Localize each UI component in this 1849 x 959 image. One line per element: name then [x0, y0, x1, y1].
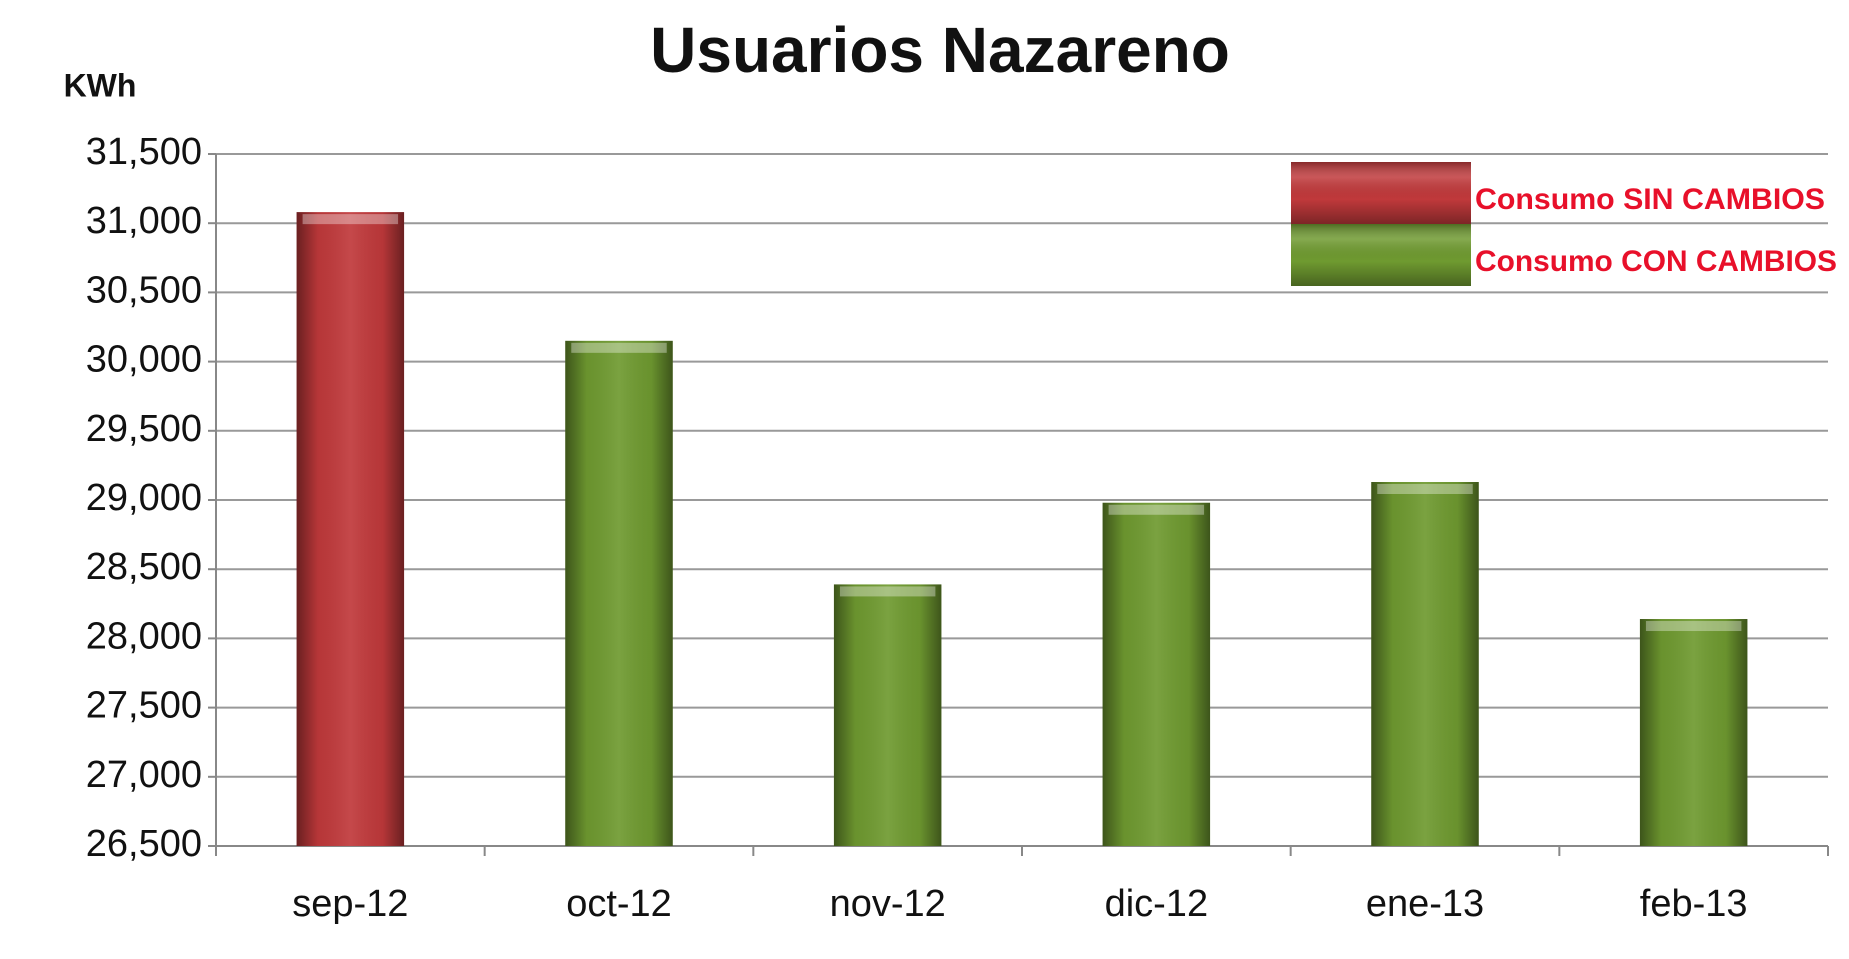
legend-swatch-shade: [1291, 162, 1471, 224]
y-tick-label: 29,500: [86, 408, 202, 450]
bar-cap: [1108, 504, 1205, 515]
y-tick-label: 31,000: [86, 200, 202, 242]
bar-shade: [1102, 502, 1211, 846]
bar-shade: [1371, 482, 1479, 846]
x-tick-label: sep-12: [292, 883, 408, 925]
bar-cap: [1645, 621, 1742, 632]
y-tick-label: 30,500: [86, 269, 202, 311]
bar-shade: [296, 212, 405, 847]
y-tick-label: 28,000: [86, 615, 202, 657]
bar-cap: [302, 214, 399, 225]
y-tick-label: 29,000: [86, 477, 202, 519]
y-tick-label: 31,500: [86, 131, 202, 173]
bar-cap: [571, 342, 667, 353]
chart-title: Usuarios Nazareno: [650, 14, 1230, 86]
y-tick-label: 27,000: [86, 754, 202, 796]
y-tick-label: 30,000: [86, 339, 202, 381]
x-tick-label: dic-12: [1105, 883, 1209, 925]
bar-shade: [1639, 619, 1748, 846]
legend-label: Consumo SIN CAMBIOS: [1475, 183, 1825, 216]
x-tick-label: oct-12: [566, 883, 672, 925]
x-tick-label: nov-12: [830, 883, 946, 925]
legend-label: Consumo CON CAMBIOS: [1475, 245, 1837, 278]
legend-swatch-shade: [1291, 224, 1471, 286]
bar-shade: [833, 584, 942, 846]
x-tick-label: feb-13: [1640, 883, 1748, 925]
y-tick-label: 27,500: [86, 685, 202, 727]
y-tick-label: 28,500: [86, 546, 202, 588]
y-tick-label: 26,500: [86, 823, 202, 865]
bar-shade: [565, 340, 673, 846]
y-axis-label: KWh: [64, 67, 137, 103]
bar-cap: [1377, 484, 1473, 495]
x-tick-label: ene-13: [1366, 883, 1484, 925]
bar-cap: [839, 586, 936, 597]
